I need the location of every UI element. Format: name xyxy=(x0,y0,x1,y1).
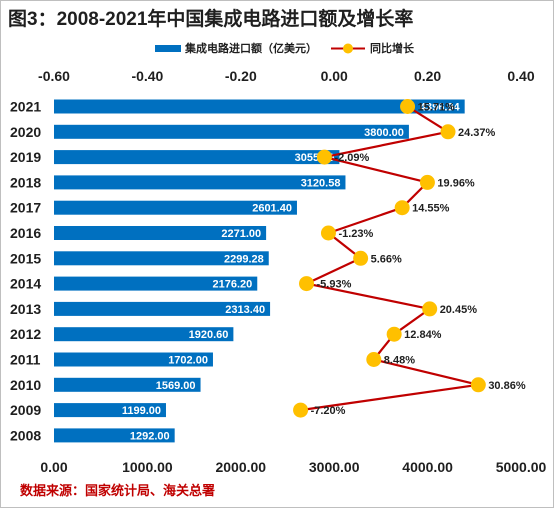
growth-point xyxy=(386,326,402,342)
growth-point xyxy=(316,149,332,165)
bars xyxy=(54,99,465,443)
growth-point xyxy=(293,402,309,418)
year-label: 2017 xyxy=(10,200,41,216)
growth-labels: 15.71% 24.37% -2.09% 19.96% 14.55% -1.23% 5.66… xyxy=(311,102,526,418)
growth-value-label: 24.37% xyxy=(458,127,496,139)
bottom-tick-label: 4000.00 xyxy=(402,459,453,475)
year-label: 2021 xyxy=(10,99,41,115)
bar xyxy=(54,124,409,139)
growth-value-label: 15.71% xyxy=(418,102,456,114)
bar xyxy=(54,251,269,266)
bar-labels: 4396.943800.003055.503120.582601.402271.… xyxy=(122,102,461,443)
bar-value-label: 2176.20 xyxy=(212,279,252,291)
top-tick-label: -0.60 xyxy=(38,68,70,84)
growth-point xyxy=(400,99,416,114)
year-label: 2012 xyxy=(10,326,41,342)
bar xyxy=(54,403,166,418)
top-axis: -0.60 -0.40 -0.20 0.00 0.20 0.40 xyxy=(38,68,535,84)
growth-line xyxy=(293,99,486,418)
year-labels: 2021 2020 2019 2018 2017 2016 2015 2014 2013 2012… xyxy=(10,99,41,444)
growth-value-label: -2.09% xyxy=(334,152,369,164)
top-tick-label: 0.20 xyxy=(414,68,441,84)
year-label: 2009 xyxy=(10,402,41,418)
bar xyxy=(54,99,465,114)
bar xyxy=(54,276,258,291)
growth-point xyxy=(299,276,315,292)
year-label: 2010 xyxy=(10,377,41,393)
year-label: 2013 xyxy=(10,301,41,317)
bottom-tick-label: 0.00 xyxy=(40,459,67,475)
growth-point xyxy=(320,225,336,241)
growth-value-label: 5.66% xyxy=(371,253,402,265)
bar-value-label: 1920.60 xyxy=(189,329,229,341)
bar-value-label: 1702.00 xyxy=(168,355,208,367)
legend-marker-swatch xyxy=(343,43,353,54)
bar xyxy=(54,301,271,316)
source-note: 数据来源：国家统计局、海关总署 xyxy=(20,483,215,498)
growth-point xyxy=(440,124,456,140)
top-tick-label: 0.00 xyxy=(321,68,348,84)
bar xyxy=(54,352,213,367)
bar xyxy=(54,226,267,240)
year-label: 2015 xyxy=(10,250,41,266)
bar xyxy=(54,327,234,342)
growth-point xyxy=(422,301,438,317)
year-label: 2018 xyxy=(10,174,41,190)
legend-line-label: 同比增长 xyxy=(370,41,415,55)
bar-value-label: 3800.00 xyxy=(364,127,404,139)
bar-value-label: 1292.00 xyxy=(130,430,170,442)
year-label: 2016 xyxy=(10,225,41,241)
year-label: 2019 xyxy=(10,149,41,165)
top-tick-label: -0.40 xyxy=(131,68,163,84)
bar-value-label: 1569.00 xyxy=(156,380,196,392)
bar xyxy=(54,150,340,165)
growth-value-label: -7.20% xyxy=(311,405,346,417)
growth-value-label: -5.93% xyxy=(317,279,352,291)
legend: 集成电路进口额（亿美元） 同比增长 xyxy=(155,41,415,55)
bottom-tick-label: 2000.00 xyxy=(215,459,266,475)
bar-value-label: 2313.40 xyxy=(225,304,265,316)
bar xyxy=(54,428,175,443)
top-tick-label: 0.40 xyxy=(507,68,534,84)
legend-bar-label: 集成电路进口额（亿美元） xyxy=(184,41,317,55)
top-tick-label: -0.20 xyxy=(225,68,257,84)
legend-bar-swatch xyxy=(155,45,181,52)
growth-value-label: 20.45% xyxy=(440,304,478,316)
bottom-tick-label: 1000.00 xyxy=(122,459,173,475)
year-label: 2011 xyxy=(10,352,41,368)
growth-point xyxy=(394,200,410,216)
bottom-axis: 0.00 1000.00 2000.00 3000.00 4000.00 5000.00 xyxy=(40,459,546,475)
growth-value-label: 12.84% xyxy=(404,329,442,341)
bar-value-label: 3120.58 xyxy=(301,177,341,189)
growth-point xyxy=(470,377,486,393)
year-label: 2020 xyxy=(10,124,41,140)
bar xyxy=(54,175,346,190)
bar-value-label: 2271.00 xyxy=(221,228,261,240)
growth-value-label: 8.48% xyxy=(384,355,415,367)
growth-point xyxy=(353,250,369,266)
growth-value-label: 30.86% xyxy=(488,380,526,392)
growth-value-label: 14.55% xyxy=(412,203,450,215)
chart-title: 图3：2008-2021年中国集成电路进口额及增长率 xyxy=(8,7,413,30)
growth-value-label: 19.96% xyxy=(437,177,475,189)
bar-value-label: 2601.40 xyxy=(252,203,292,215)
bar xyxy=(54,200,297,215)
year-label: 2014 xyxy=(10,276,41,292)
bar-value-label: 1199.00 xyxy=(122,405,161,417)
bar-value-label: 2299.28 xyxy=(224,253,264,265)
growth-point xyxy=(366,352,382,367)
growth-value-label: -1.23% xyxy=(338,228,373,240)
bar xyxy=(54,377,201,392)
year-label: 2008 xyxy=(10,427,41,443)
bar-value-label: 4396.94 xyxy=(420,102,461,114)
bottom-tick-label: 5000.00 xyxy=(496,459,547,475)
bottom-tick-label: 3000.00 xyxy=(309,459,360,475)
growth-point xyxy=(419,174,435,190)
